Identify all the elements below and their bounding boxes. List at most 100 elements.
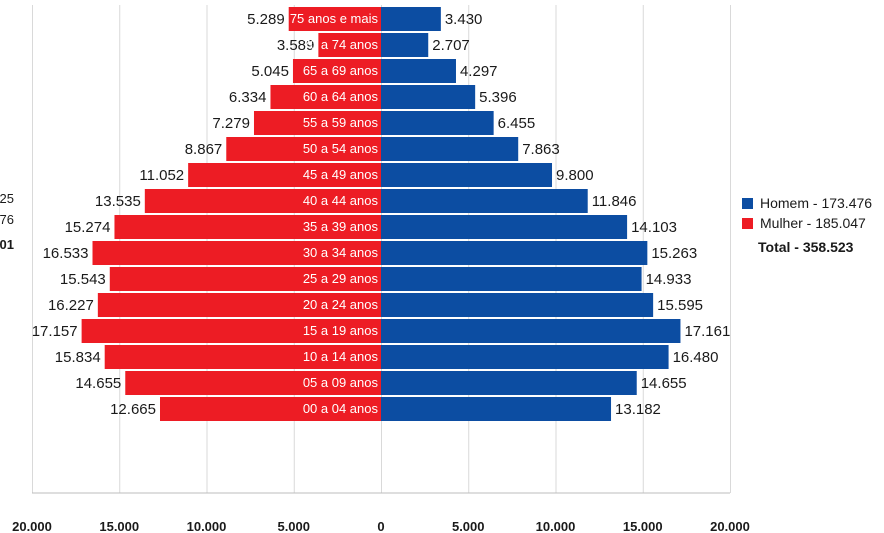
male-value-label: 11.846: [592, 193, 637, 210]
female-value-label: 15.834: [55, 349, 101, 366]
age-group-label: 15 a 19 anos: [303, 323, 379, 338]
legend-swatch-mulher: [742, 217, 753, 229]
legend-item-homem: Homem - 173.476: [742, 193, 872, 213]
age-group-label: 35 a 39 anos: [303, 219, 379, 234]
x-tick-label: 10.000: [536, 519, 576, 533]
male-bar: [381, 7, 441, 31]
female-bar: [318, 33, 381, 57]
legend: Homem - 173.476 Mulher - 185.047 Total -…: [742, 193, 872, 257]
x-tick-label: 10.000: [187, 519, 227, 533]
female-bar: [188, 163, 381, 187]
female-value-label: 14.655: [75, 375, 121, 392]
female-value-label: 5.289: [247, 11, 285, 28]
male-bar: [381, 33, 429, 57]
cut-off-left-text: 25 76 01: [0, 191, 14, 252]
legend-swatch-homem: [742, 197, 753, 209]
male-bar: [381, 215, 628, 239]
male-value-label: 14.933: [646, 271, 692, 288]
male-value-label: 4.297: [460, 63, 498, 80]
female-value-label: 8.867: [185, 141, 223, 158]
female-bar: [109, 267, 381, 291]
female-value-label: 12.665: [110, 401, 156, 418]
female-value-label: 15.543: [60, 271, 106, 288]
male-bar: [381, 293, 654, 317]
age-group-label: 05 a 09 anos: [303, 375, 379, 390]
female-value-label: 13.535: [95, 193, 141, 210]
female-value-label: 7.279: [212, 115, 250, 132]
female-bars: [81, 7, 382, 421]
age-group-label: 30 a 34 anos: [303, 245, 379, 260]
female-value-label: 3.589: [277, 37, 315, 54]
age-group-label: 25 a 29 anos: [303, 271, 379, 286]
female-bar: [81, 319, 381, 343]
male-value-labels: 3.430 2.707 4.297 5.396 6.455 7.863 9.800 11.84…: [432, 11, 730, 418]
age-group-label: 20 a 24 anos: [303, 297, 379, 312]
male-bar: [381, 397, 612, 421]
female-bar: [253, 111, 381, 135]
female-value-label: 16.227: [48, 297, 94, 314]
female-bar: [114, 215, 382, 239]
female-value-label: 11.052: [139, 167, 184, 184]
male-bar: [381, 59, 456, 83]
female-bar: [159, 397, 381, 421]
male-bar: [381, 371, 637, 395]
cut-off-text: 76: [0, 212, 14, 227]
female-bar: [226, 137, 381, 161]
x-tick-label: 5.000: [452, 519, 485, 533]
legend-item-mulher: Mulher - 185.047: [742, 213, 872, 233]
female-value-label: 17.157: [32, 323, 78, 340]
legend-label-homem: Homem - 173.476: [760, 195, 873, 211]
female-bar: [104, 345, 381, 369]
female-value-label: 16.533: [43, 245, 89, 262]
female-bar: [292, 59, 381, 83]
male-value-label: 13.182: [615, 401, 661, 418]
male-value-label: 15.595: [657, 297, 703, 314]
male-value-label: 17.161: [684, 323, 730, 340]
age-group-label: 45 a 49 anos: [303, 167, 379, 182]
male-value-label: 3.430: [445, 11, 483, 28]
female-bar: [125, 371, 381, 395]
female-bar: [92, 241, 382, 265]
male-bar: [381, 163, 553, 187]
female-value-label: 5.045: [251, 63, 289, 80]
x-tick-label: 15.000: [99, 519, 139, 533]
x-tick-label: 5.000: [277, 519, 310, 533]
male-value-label: 2.707: [432, 37, 470, 54]
female-bar: [144, 189, 381, 213]
male-value-label: 15.263: [651, 245, 697, 262]
female-bar: [270, 85, 381, 109]
legend-label-mulher: Mulher - 185.047: [760, 215, 866, 231]
age-group-label: 55 a 59 anos: [303, 115, 379, 130]
female-value-label: 15.274: [65, 219, 111, 236]
male-value-label: 7.863: [522, 141, 560, 158]
cut-off-text: 25: [0, 191, 14, 206]
age-group-label: 40 a 44 anos: [303, 193, 379, 208]
legend-total: Total - 358.523: [758, 239, 854, 255]
male-value-label: 16.480: [673, 349, 719, 366]
age-group-label: 75 anos e mais: [290, 11, 379, 26]
male-bar: [381, 85, 476, 109]
male-bar: [381, 319, 681, 343]
age-group-label: 60 a 64 anos: [303, 89, 379, 104]
x-tick-label: 0: [377, 519, 384, 533]
male-value-label: 6.455: [498, 115, 536, 132]
male-bar: [381, 241, 648, 265]
female-bar: [288, 7, 381, 31]
female-bar: [97, 293, 381, 317]
male-bar: [381, 189, 588, 213]
male-value-label: 9.800: [556, 167, 594, 184]
female-value-label: 6.334: [229, 89, 267, 106]
x-tick-labels: 20.000 15.000 10.000 5.000 0 5.000 10.000 15.00…: [12, 519, 750, 533]
male-value-label: 14.103: [631, 219, 677, 236]
age-group-label: 00 a 04 anos: [303, 401, 379, 416]
age-group-label: 65 a 69 anos: [303, 63, 379, 78]
age-group-labels: 75 anos e mais 70 a 74 anos 65 a 69 anos 60…: [290, 11, 379, 416]
age-group-label: 50 a 54 anos: [303, 141, 379, 156]
male-value-label: 5.396: [479, 89, 517, 106]
male-bar: [381, 267, 642, 291]
cut-off-text: 01: [0, 237, 14, 252]
x-tick-label: 15.000: [623, 519, 663, 533]
male-bars: [381, 7, 681, 421]
